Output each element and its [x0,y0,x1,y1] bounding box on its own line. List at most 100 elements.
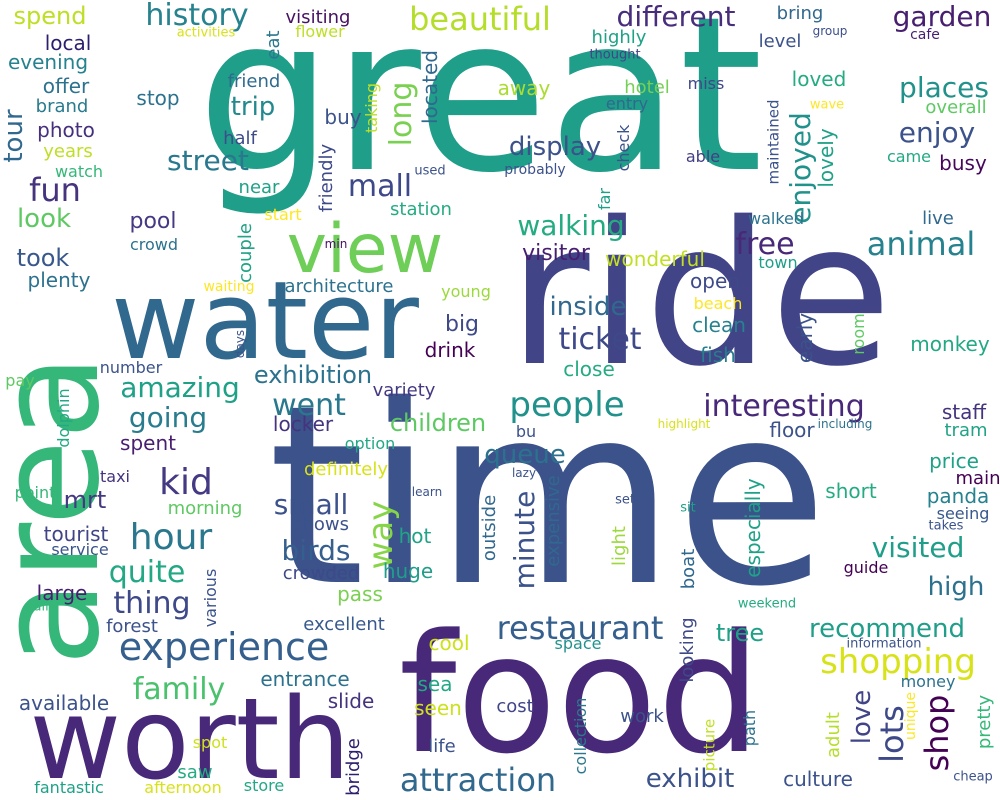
word-activities: activities [176,25,236,41]
word-group: group [812,24,848,38]
word-family: family [132,672,226,707]
word-work: work [620,706,664,727]
word-restaurant: restaurant [496,609,664,647]
word-architecture: architecture [284,276,394,297]
word-crowd: crowd [129,235,179,254]
word-people: people [509,385,625,425]
word-friendly: friendly [316,143,337,213]
word-boat: boat [678,548,699,590]
word-time: time [267,353,829,641]
word-beautiful: beautiful [409,0,551,38]
word-clean: clean [692,313,746,337]
word-life: life [428,736,456,757]
word-pass: pass [337,582,383,606]
word-set: set [615,492,635,508]
word-especially: especially [741,478,765,578]
word-evening: evening [7,50,89,74]
word-spend: spend [13,2,87,30]
word-visitor: visitor [522,241,590,266]
word-space: space [554,634,602,653]
word-friend: friend [227,71,281,92]
word-information: information [846,636,922,652]
word-mrt: mrt [63,486,107,514]
word-couple: couple [235,223,256,283]
word-display: display [508,132,602,162]
word-learn: learn [411,485,443,499]
word-money: money [900,672,956,691]
word-sea: sea [417,672,453,696]
word-high: high [927,572,985,602]
word-definitely: definitely [303,459,389,480]
word-kid: kid [159,462,213,503]
word-experience: experience [118,625,330,669]
word-open: open [690,269,740,293]
word-monkey: monkey [910,332,990,356]
word-exhibit: exhibit [645,764,735,794]
word-number: number [99,358,163,377]
word-hot: hot [398,524,432,548]
word-photo: photo [37,118,95,142]
word-close: close [563,357,615,381]
word-wonderful: wonderful [605,247,705,271]
word-street: street [167,144,249,177]
word-slide: slide [327,689,375,713]
word-history: history [145,0,249,33]
word-worth: worth [29,675,351,800]
word-station: station [390,199,452,220]
word-fish: fish [700,343,736,367]
word-option: option [344,434,396,453]
word-guide: guide [843,558,889,577]
word-animal: animal [866,225,976,263]
word-various: various [201,568,220,628]
word-offer: offer [42,74,90,98]
word-located: located [418,50,442,124]
word-enjoy: enjoy [898,116,976,149]
word-recommend: recommend [809,614,965,644]
word-amazing: amazing [120,371,240,404]
word-collection: collection [571,697,590,775]
word-free: free [735,227,795,262]
word-plenty: plenty [27,268,91,292]
word-culture: culture [783,767,853,791]
word-thing: thing [113,586,191,621]
word-brand: brand [35,96,89,117]
word-far: far [595,187,614,211]
word-ride: ride [508,179,892,410]
word-available: available [18,691,110,715]
word-bu: bu [515,422,537,441]
word-hour: hour [129,517,213,558]
word-busy: busy [939,151,987,175]
word-air: air [33,599,51,615]
word-entry: entry [605,94,649,113]
word-beach: beach [693,294,743,313]
word-minute: minute [508,490,541,590]
word-places: places [899,71,989,104]
word-taxi: taxi [100,467,130,486]
word-start: start [264,205,302,224]
word-including: including [817,417,873,431]
word-point: point [14,483,56,502]
word-floor: floor [769,418,815,442]
word-service: service [51,540,109,559]
word-visiting: visiting [285,7,351,28]
word-unique: unique [903,691,919,741]
word-pretty: pretty [974,694,995,750]
word-tourist: tourist [43,522,109,546]
word-early: early [793,312,817,364]
word-weekend: weekend [737,596,797,612]
word-fun: fun [29,171,81,209]
word-light: light [609,526,630,566]
word-big: big [444,312,480,337]
word-staff: staff [941,400,987,424]
word-saw: saw [177,762,213,783]
word-attraction: attraction [399,761,557,799]
word-tram: tram [944,420,988,441]
word-check: check [614,124,633,172]
word-going: going [128,401,208,434]
word-interesting: interesting [703,389,865,424]
word-shopping: shopping [820,642,976,682]
word-tour: tour [0,109,29,163]
word-young: young [441,282,491,301]
word-entrance: entrance [260,667,350,691]
word-water: water [111,259,419,384]
